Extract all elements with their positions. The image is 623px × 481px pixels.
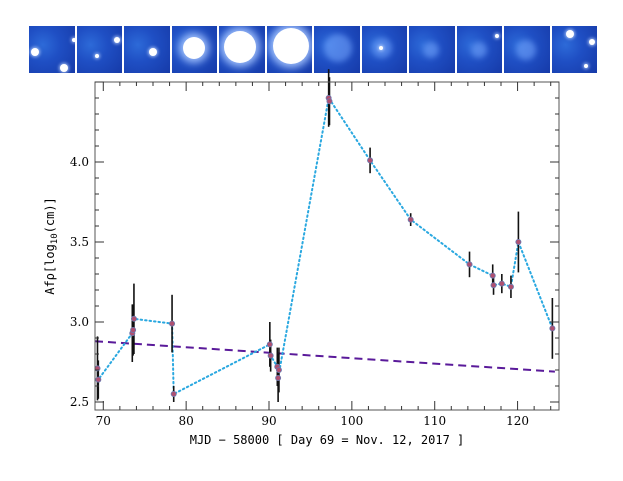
x-tick-label: 110 xyxy=(423,414,446,428)
thumbnail-frame-11 xyxy=(504,26,550,73)
x-tick-label: 70 xyxy=(96,414,111,428)
star-blob xyxy=(224,31,256,63)
star-blob xyxy=(565,30,574,38)
data-point xyxy=(466,261,473,268)
star-blob xyxy=(31,48,39,56)
star-blob xyxy=(583,64,588,68)
x-tick-label: 90 xyxy=(261,414,276,428)
plot-frame xyxy=(94,81,560,411)
x-tick-label: 120 xyxy=(506,414,529,428)
thumbnail-frame-12 xyxy=(551,26,597,73)
y-axis-label: Afρ[log10(cm)] xyxy=(43,197,60,295)
thumbnail-frame-1 xyxy=(29,26,75,73)
data-point xyxy=(267,352,274,359)
connector-line xyxy=(96,95,554,396)
coma-glow xyxy=(516,40,536,60)
data-point xyxy=(549,325,556,332)
thumbnail-frame-8 xyxy=(361,26,407,73)
thumbnail-frame-4 xyxy=(171,26,217,73)
data-point xyxy=(489,272,496,279)
y-tick-label: 3.5 xyxy=(70,235,89,249)
coma-glow xyxy=(470,42,487,58)
data-point xyxy=(275,366,282,373)
thumbnail-frame-9 xyxy=(409,26,455,73)
star-blob xyxy=(272,28,309,64)
data-point xyxy=(407,216,414,223)
y-tick-label: 3.0 xyxy=(70,315,89,329)
x-tick-label: 100 xyxy=(340,414,363,428)
star-blob xyxy=(113,37,120,43)
thumbnail-frame-10 xyxy=(456,26,502,73)
y-axis-label-subscript: 10 xyxy=(50,233,60,244)
data-point xyxy=(266,341,273,348)
coma-glow xyxy=(324,34,352,62)
thumbnail-frame-7 xyxy=(314,26,360,73)
thumbnail-frame-6 xyxy=(266,26,312,73)
data-point xyxy=(95,376,102,383)
thumbnail-frame-2 xyxy=(76,26,122,73)
star-blob xyxy=(378,46,383,50)
data-point xyxy=(367,157,374,164)
star-blob xyxy=(182,37,205,59)
coma-glow xyxy=(423,42,439,58)
x-tick-label: 80 xyxy=(179,414,194,428)
data-point xyxy=(275,374,282,381)
data-point xyxy=(498,280,505,287)
data-point xyxy=(515,238,522,245)
data-point xyxy=(169,320,176,327)
x-axis-label: MJD − 58000 [ Day 69 = Nov. 12, 2017 ] xyxy=(190,433,465,447)
star-blob xyxy=(588,39,595,45)
y-tick-label: 4.0 xyxy=(70,155,89,169)
thumbnail-frame-3 xyxy=(124,26,170,73)
trend-line xyxy=(94,340,555,373)
data-point xyxy=(130,315,137,322)
y-axis-label-suffix: (cm)] xyxy=(43,197,57,233)
thumbnail-frame-5 xyxy=(219,26,265,73)
y-tick-label: 2.5 xyxy=(70,395,89,409)
data-point xyxy=(507,283,514,290)
y-axis-label-prefix: Afρ[log xyxy=(43,244,57,295)
data-point xyxy=(326,98,333,105)
thumbnail-strip xyxy=(29,26,597,73)
data-point xyxy=(170,390,177,397)
star-blob xyxy=(60,64,68,72)
star-blob xyxy=(72,38,75,42)
star-blob xyxy=(94,54,99,58)
data-point xyxy=(130,326,137,333)
star-blob xyxy=(494,34,499,38)
data-point xyxy=(490,282,497,289)
star-blob xyxy=(149,48,157,56)
